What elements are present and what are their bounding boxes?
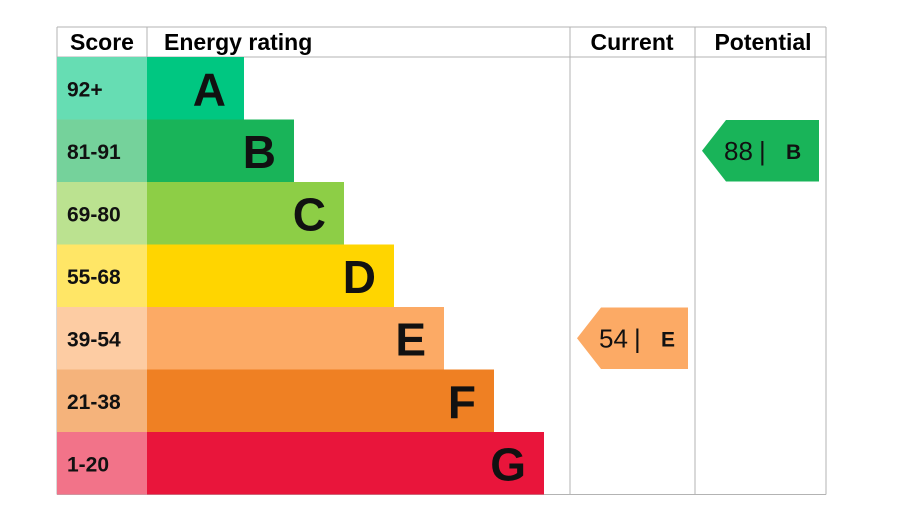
band-letter-c: C — [293, 188, 326, 240]
score-label-e: 39-54 — [67, 328, 121, 351]
score-cell-a — [57, 57, 147, 120]
rating-arrows: 54 | E88 | B — [577, 120, 819, 369]
potential-header: Potential — [714, 29, 811, 55]
score-label-b: 81-91 — [67, 141, 121, 164]
band-bar-e — [147, 307, 444, 370]
score-cell-g — [57, 432, 147, 495]
score-label-f: 21-38 — [67, 391, 121, 414]
potential-arrow — [702, 120, 819, 182]
current-value: 54 — [599, 323, 628, 353]
band-letter-e: E — [395, 313, 426, 365]
rating-bands: 92+ A 81-91 B 69-80 C 55-68 D 39-54 E 21-38 F 1-20 G — [57, 57, 544, 495]
band-bar-c — [147, 182, 344, 245]
current-header: Current — [590, 29, 673, 55]
band-letter-d: D — [343, 251, 376, 303]
score-cell-e — [57, 307, 147, 370]
score-cell-b — [57, 119, 147, 182]
band-letter-b: B — [243, 126, 276, 178]
band-letter-f: F — [448, 376, 476, 428]
current-arrow — [577, 307, 688, 369]
potential-letter: B — [786, 141, 801, 164]
score-label-d: 55-68 — [67, 266, 121, 289]
band-bar-d — [147, 244, 394, 307]
current-letter: E — [661, 328, 675, 351]
potential-separator: | — [759, 136, 766, 166]
score-label-a: 92+ — [67, 78, 103, 101]
score-header: Score — [70, 29, 134, 55]
table-headers: Score Energy rating Current Potential — [70, 29, 812, 55]
band-letter-a: A — [193, 63, 226, 115]
potential-value: 88 — [724, 136, 753, 166]
energy-rating-header: Energy rating — [164, 29, 312, 55]
score-cell-c — [57, 182, 147, 245]
band-bar-b — [147, 119, 294, 182]
band-letter-g: G — [490, 438, 526, 490]
score-label-g: 1-20 — [67, 453, 109, 476]
score-label-c: 69-80 — [67, 203, 121, 226]
band-bar-a — [147, 57, 244, 120]
score-cell-f — [57, 369, 147, 432]
score-cell-d — [57, 244, 147, 307]
band-bar-f — [147, 369, 494, 432]
band-bar-g — [147, 432, 544, 495]
current-separator: | — [634, 323, 641, 353]
